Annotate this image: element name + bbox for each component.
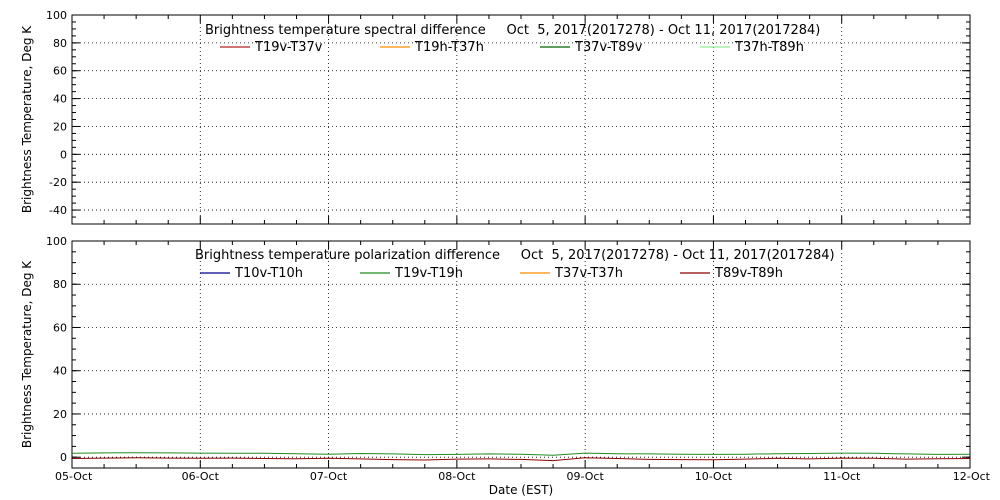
y-tick-label: 20 [53, 120, 67, 133]
y-tick-label: 0 [60, 451, 67, 464]
series-line-t19v-t19h [71, 452, 971, 456]
y-tick-label: 40 [53, 365, 67, 378]
x-tick-label: 07-Oct [310, 470, 348, 483]
polarization-difference-panel: 100 80 60 40 20 0 05-Oct 06-Oct 07-Oct 08-Oct 09-O… [20, 235, 991, 497]
spectral-difference-panel: 100 80 60 40 20 0 -20 -40 Brightness Temperature… [20, 9, 971, 225]
legend-label: T37v-T89v [574, 40, 643, 55]
y-axis-title: Brightness Temperature, Deg K [20, 260, 34, 448]
x-tick-label: 06-Oct [182, 470, 220, 483]
legend-label: T89v-T89h [714, 266, 783, 281]
x-tick-label: 05-Oct [55, 470, 93, 483]
y-tick-label: 40 [53, 93, 67, 106]
x-tick-label: 12-Oct [953, 470, 991, 483]
chart-title: Brightness temperature spectral differen… [205, 23, 820, 38]
y-tick-label: 20 [53, 408, 67, 421]
y-axis-title: Brightness Temperature, Deg K [20, 25, 34, 213]
y-tick-label: 60 [53, 65, 67, 78]
chart-title: Brightness temperature polarization diff… [195, 248, 835, 263]
y-tick-label: 0 [60, 148, 67, 161]
plot-frame [71, 14, 971, 225]
y-tick-label: -40 [49, 204, 67, 217]
y-tick-label: 60 [53, 321, 67, 334]
legend-label: T19v-T37v [254, 40, 323, 55]
y-tick-label: 80 [53, 37, 67, 50]
y-tick-label: 100 [46, 235, 67, 248]
legend-label: T37v-T37h [554, 266, 623, 281]
y-tick-label: 100 [46, 9, 67, 22]
x-tick-label: 11-Oct [823, 470, 861, 483]
series-line-t89v-t89h [71, 457, 971, 462]
legend-label: T10v-T10h [234, 266, 303, 281]
y-tick-label: -20 [49, 176, 67, 189]
legend-label: T19v-T19h [394, 266, 463, 281]
x-tick-label: 10-Oct [695, 470, 733, 483]
y-tick-label: 80 [53, 278, 67, 291]
plot-frame [71, 240, 971, 469]
x-tick-label: 08-Oct [438, 470, 476, 483]
legend-label: T37h-T89h [734, 40, 804, 55]
x-tick-label: 09-Oct [566, 470, 604, 483]
x-axis-title: Date (EST) [489, 483, 553, 497]
legend-label: T19h-T37h [414, 40, 484, 55]
